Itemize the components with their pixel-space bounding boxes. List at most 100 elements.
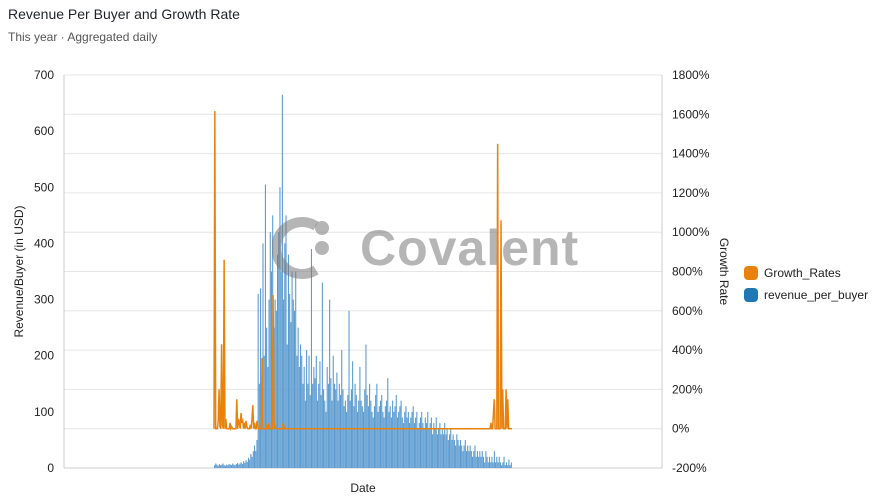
bar bbox=[307, 383, 309, 468]
bar bbox=[429, 423, 431, 468]
y-tick-label: 600 bbox=[34, 124, 54, 138]
bar bbox=[220, 465, 222, 468]
bar bbox=[486, 456, 488, 468]
bar bbox=[324, 400, 326, 468]
bar bbox=[398, 411, 400, 468]
bar bbox=[452, 434, 454, 468]
bar bbox=[409, 423, 411, 468]
bar bbox=[386, 400, 388, 468]
bar bbox=[442, 434, 445, 468]
bar bbox=[399, 406, 401, 468]
chart-legend: Growth_Rates revenue_per_buyer bbox=[744, 262, 868, 306]
bar bbox=[286, 344, 288, 468]
bar bbox=[240, 462, 242, 468]
bar bbox=[451, 439, 453, 468]
bar bbox=[436, 434, 438, 468]
bar bbox=[283, 299, 285, 468]
bar bbox=[223, 465, 225, 468]
y-tick-label: 300 bbox=[34, 293, 54, 307]
bar bbox=[480, 456, 482, 468]
bar bbox=[217, 465, 219, 468]
y-tick-label: 500 bbox=[34, 180, 54, 194]
bar bbox=[370, 400, 372, 468]
bar bbox=[371, 411, 373, 468]
bar bbox=[467, 445, 469, 468]
legend-item-revenue-per-buyer[interactable]: revenue_per_buyer bbox=[744, 284, 868, 306]
y2-axis-label: Growth Rate bbox=[717, 238, 731, 306]
bar bbox=[468, 451, 470, 468]
bar bbox=[430, 417, 432, 468]
bar bbox=[428, 428, 430, 468]
bar bbox=[490, 462, 492, 468]
bar bbox=[434, 428, 436, 468]
bar bbox=[336, 372, 338, 468]
bar bbox=[218, 464, 220, 468]
bar bbox=[375, 395, 377, 468]
bar bbox=[235, 464, 237, 468]
watermark-text: Covalent bbox=[360, 220, 580, 276]
bar bbox=[303, 366, 305, 468]
bar bbox=[456, 434, 458, 468]
bar bbox=[326, 366, 328, 468]
bar bbox=[347, 395, 349, 468]
bar bbox=[270, 271, 273, 468]
bar bbox=[216, 464, 218, 468]
bar bbox=[384, 406, 386, 468]
bar bbox=[344, 400, 346, 468]
bar bbox=[390, 417, 392, 468]
bar bbox=[410, 417, 412, 468]
bar bbox=[495, 462, 497, 468]
bar bbox=[238, 464, 240, 468]
bar bbox=[264, 184, 266, 468]
y2-tick-label: -200% bbox=[672, 461, 707, 475]
bar bbox=[432, 434, 434, 468]
bar bbox=[373, 406, 375, 468]
bar bbox=[470, 451, 472, 468]
bar bbox=[462, 451, 464, 468]
bar bbox=[361, 406, 363, 468]
bar bbox=[327, 383, 329, 468]
bar bbox=[367, 406, 369, 468]
bar bbox=[369, 383, 371, 468]
bar bbox=[346, 411, 348, 468]
bar bbox=[267, 366, 269, 468]
bar bbox=[319, 361, 321, 468]
bar bbox=[354, 383, 356, 468]
bar bbox=[246, 461, 248, 468]
bar bbox=[458, 445, 460, 468]
bar bbox=[312, 383, 314, 468]
bar bbox=[372, 417, 374, 468]
bar bbox=[304, 400, 306, 468]
bar bbox=[381, 395, 383, 468]
bar bbox=[363, 411, 365, 468]
bar bbox=[487, 462, 489, 468]
bar bbox=[496, 456, 498, 468]
bar bbox=[333, 383, 336, 468]
bar bbox=[447, 439, 449, 468]
bar bbox=[394, 406, 396, 468]
bar bbox=[365, 344, 367, 468]
bar bbox=[407, 411, 409, 468]
y-tick-label: 200 bbox=[34, 349, 54, 363]
bar bbox=[237, 462, 239, 468]
y-tick-label: 0 bbox=[47, 461, 54, 475]
bar bbox=[438, 428, 440, 468]
y2-tick-label: 1600% bbox=[672, 107, 710, 121]
bar bbox=[331, 400, 333, 468]
bar bbox=[318, 383, 320, 468]
legend-item-growth-rates[interactable]: Growth_Rates bbox=[744, 262, 868, 284]
bar bbox=[392, 400, 394, 468]
bar bbox=[377, 411, 379, 468]
bar bbox=[482, 456, 485, 468]
bar bbox=[290, 322, 292, 468]
bar bbox=[433, 423, 435, 468]
bar bbox=[339, 395, 342, 468]
bar bbox=[252, 451, 254, 468]
bar bbox=[446, 428, 448, 468]
bar bbox=[301, 355, 303, 468]
bar bbox=[393, 411, 395, 468]
bar bbox=[338, 383, 340, 468]
bar bbox=[424, 417, 426, 468]
bar bbox=[484, 462, 486, 468]
bar bbox=[249, 459, 251, 468]
